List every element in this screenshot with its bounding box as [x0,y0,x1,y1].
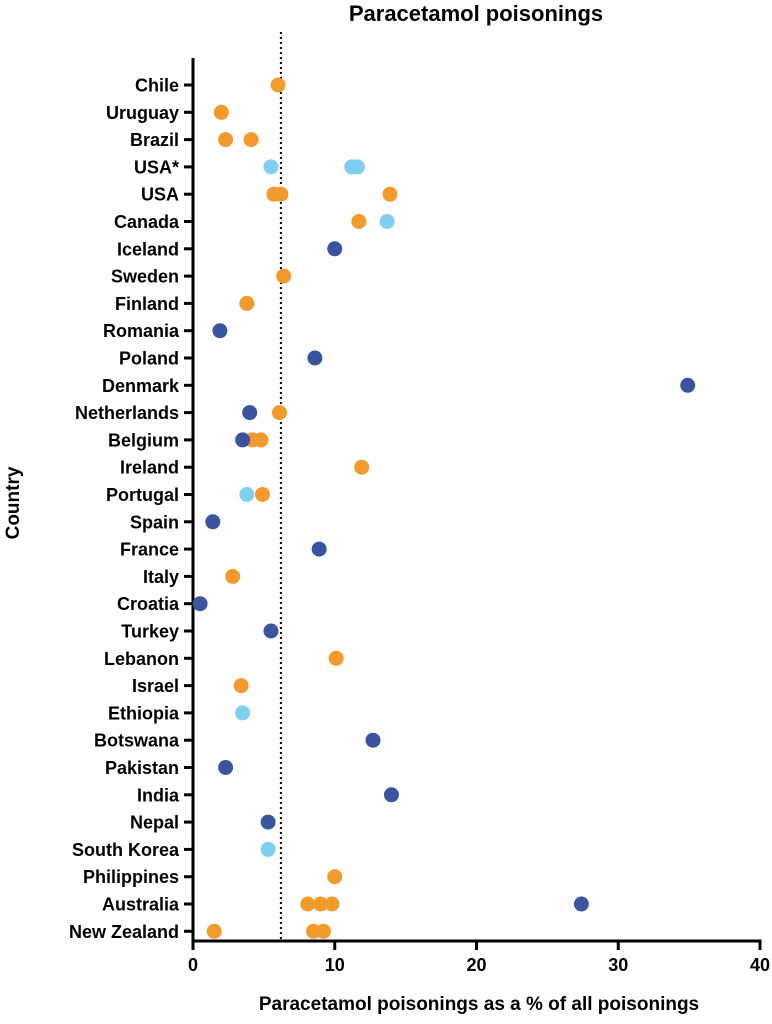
y-tick-label: France [120,540,179,560]
x-tick-label: 20 [466,955,486,975]
y-tick-label: Denmark [102,376,180,396]
data-point [307,350,323,366]
data-point [212,323,228,339]
data-point [213,104,229,120]
data-point [263,623,279,639]
y-tick-label: Uruguay [106,103,179,123]
y-tick-label: India [137,785,180,805]
y-tick-label: Brazil [130,130,179,150]
data-point [260,841,276,857]
data-point [253,432,269,448]
x-axis-title: Paracetamol poisonings as a % of all poi… [259,994,699,1015]
data-point [328,650,344,666]
y-tick-label: Italy [143,567,179,587]
data-point [239,295,255,311]
data-point [243,132,259,148]
y-tick-label: Iceland [117,239,179,259]
y-tick-label: Netherlands [75,403,179,423]
y-tick-label: Israel [132,676,179,696]
y-tick-label: Pakistan [105,758,179,778]
data-point [311,541,327,557]
data-point [233,678,249,694]
y-tick-label: Turkey [121,622,179,642]
x-tick-label: 0 [188,955,198,975]
data-point [680,377,696,393]
data-point [270,77,286,93]
data-point [276,268,292,284]
data-point [313,896,329,912]
y-tick-label: Chile [135,76,179,96]
data-point [383,787,399,803]
y-tick-label: Canada [114,212,180,232]
data-point [235,432,251,448]
y-tick-label: Belgium [108,430,179,450]
data-point [273,186,289,202]
data-point [379,214,395,229]
data-point [235,705,251,721]
y-tick-label: Sweden [111,267,179,287]
chart-title: Paracetamol poisonings [349,1,603,26]
data-point [315,923,331,939]
data-point [192,596,208,612]
data-point [225,568,241,584]
x-tick-label: 10 [325,955,345,975]
y-axis-title: Country [3,466,24,539]
data-point [263,159,279,175]
data-point [239,487,255,502]
y-tick-label: Philippines [83,867,179,887]
y-tick-label: Ethiopia [108,703,180,723]
y-tick-label: Croatia [117,594,180,614]
y-tick-label: Portugal [106,485,179,505]
data-point [351,214,367,229]
data-point [218,760,234,775]
y-tick-label: South Korea [72,840,180,860]
data-point [271,405,287,421]
data-point [327,869,343,885]
data-point [354,459,370,475]
x-tick-label: 30 [608,955,628,975]
y-tick-label: USA [141,185,179,205]
y-tick-label: Ireland [120,458,179,478]
data-point [206,923,222,939]
data-point [205,514,221,530]
y-tick-label: USA* [134,157,179,177]
y-tick-label: Finland [115,294,179,314]
y-tick-label: Lebanon [104,649,179,669]
x-tick-label: 40 [750,955,770,975]
data-point [324,896,340,912]
data-point [218,132,234,148]
y-tick-label: Botswana [94,731,180,751]
y-tick-label: Spain [130,512,179,532]
data-point [300,896,316,912]
plot-area: Chile Uruguay Brazil USA* USA Canada Iceland Sw… [69,32,770,975]
y-tick-label: Nepal [130,813,179,833]
data-point [254,487,270,502]
y-tick-label: Romania [103,321,180,341]
data-point [242,405,258,421]
y-tick-label: Poland [119,349,179,369]
data-point [573,896,589,912]
data-point [327,241,343,257]
data-point [260,814,276,830]
y-tick-label: New Zealand [69,922,179,942]
y-tick-label: Australia [102,895,180,915]
data-point [382,186,398,202]
data-point [349,159,365,175]
data-point [365,732,381,748]
